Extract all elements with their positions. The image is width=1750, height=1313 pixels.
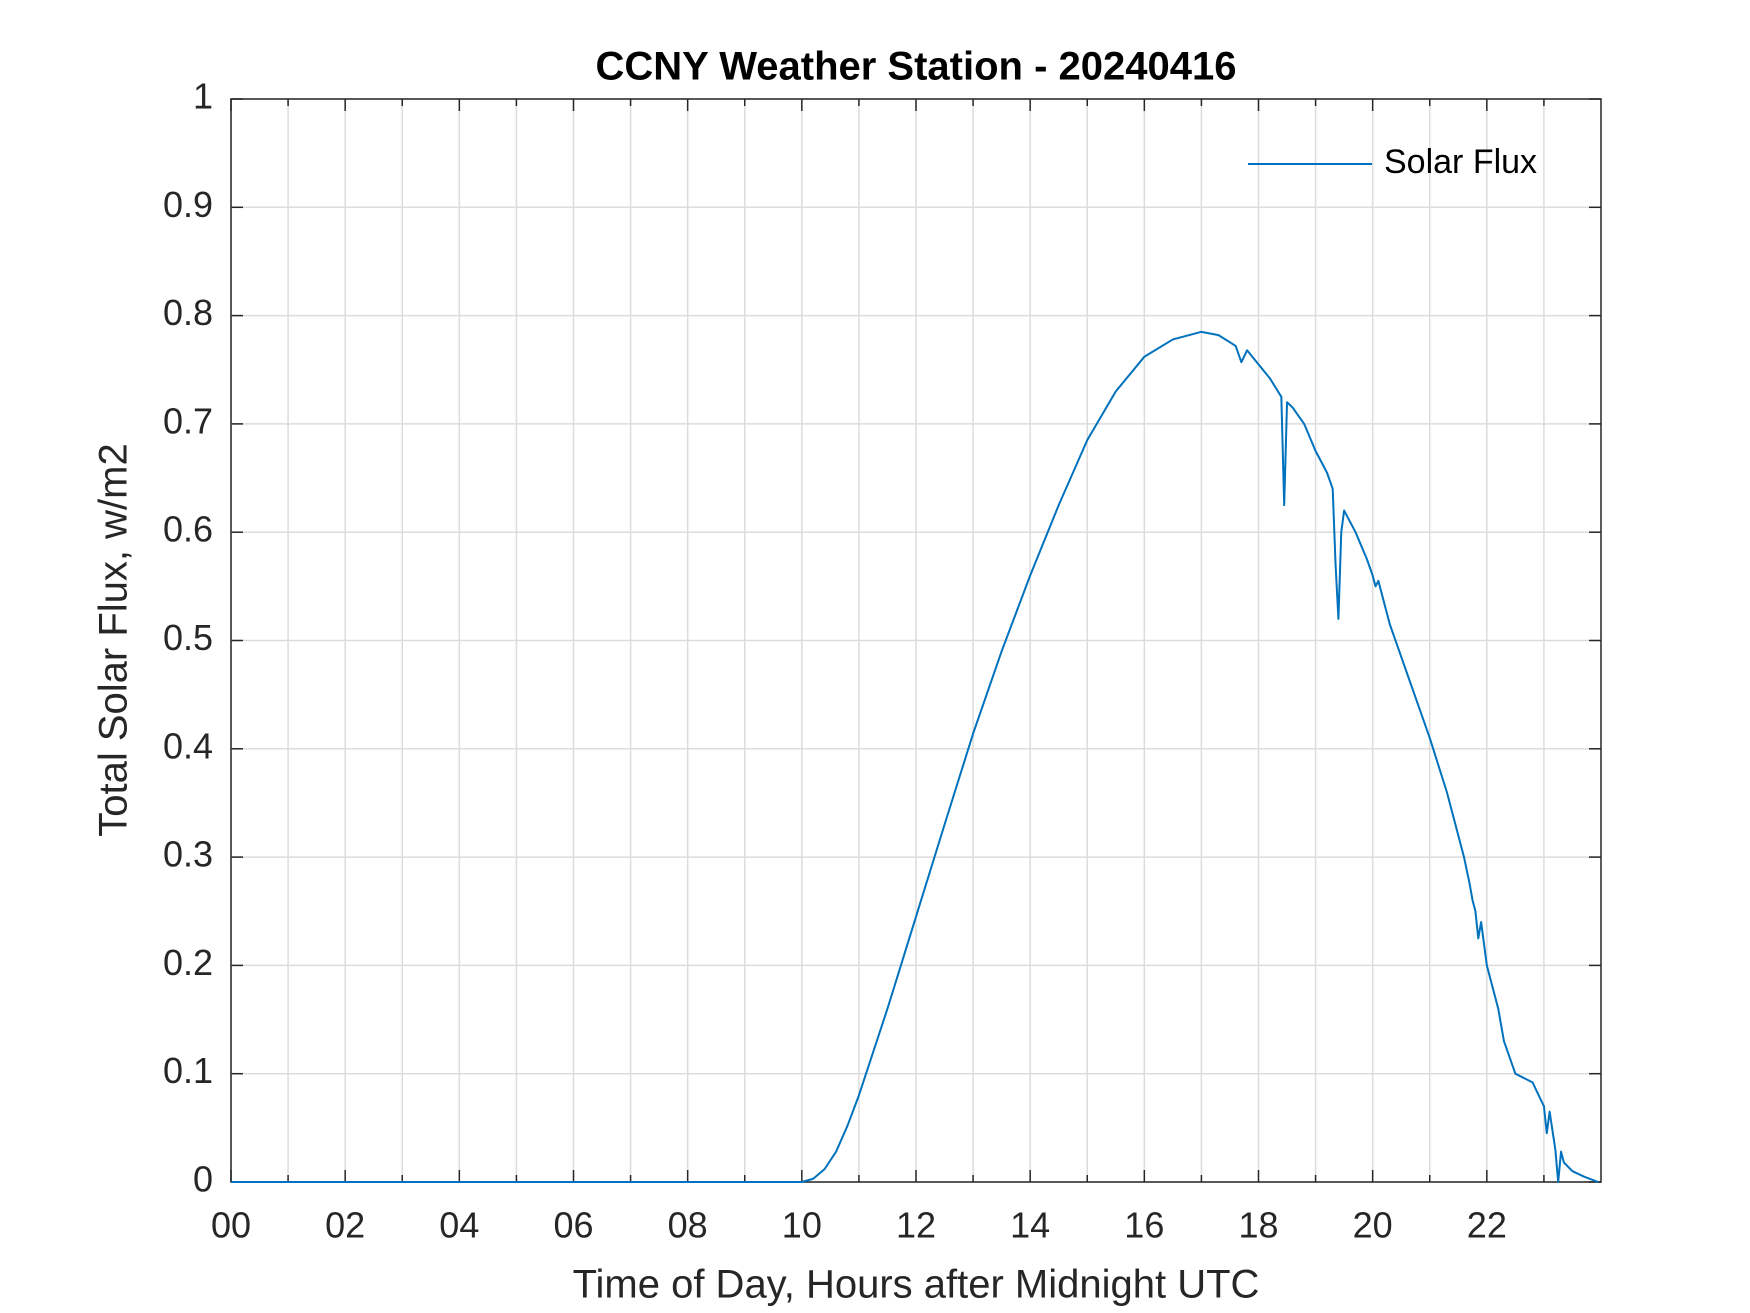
y-tick-label: 0.2 (163, 942, 213, 983)
y-tick-label: 0.4 (163, 725, 213, 766)
x-tick-label: 20 (1353, 1205, 1393, 1246)
y-tick-label: 0.6 (163, 509, 213, 550)
plot-frame (230, 98, 1602, 1183)
chart-title: CCNY Weather Station - 20240416 (596, 45, 1237, 89)
y-tick-label: 0.8 (163, 292, 213, 333)
data-line (231, 330, 1599, 1183)
y-tick-label: 0.5 (163, 617, 213, 658)
y-tick-label: 0.7 (163, 400, 213, 441)
x-tick-label: 06 (553, 1205, 593, 1246)
y-tick-label: 0.3 (163, 834, 213, 875)
x-tick-label: 04 (439, 1205, 479, 1246)
y-tick-label: 0 (193, 1159, 213, 1200)
y-axis-label: Total Solar Flux, w/m2 (92, 443, 136, 836)
x-tick-label: 16 (1124, 1205, 1164, 1246)
x-tick-label: 00 (211, 1205, 251, 1246)
x-tick-label: 02 (325, 1205, 365, 1246)
x-axis-label: Time of Day, Hours after Midnight UTC (573, 1263, 1260, 1307)
x-tick-label: 08 (668, 1205, 708, 1246)
legend-label: Solar Flux (1384, 143, 1537, 181)
x-tick-label: 10 (782, 1205, 822, 1246)
y-tick-label: 0.9 (163, 184, 213, 225)
x-tick-label: 14 (1010, 1205, 1050, 1246)
x-tick-label: 18 (1238, 1205, 1278, 1246)
y-tick-label: 0.1 (163, 1050, 213, 1091)
y-tick-label: 1 (193, 76, 213, 117)
x-tick-label: 22 (1467, 1205, 1507, 1246)
x-tick-label: 12 (896, 1205, 936, 1246)
